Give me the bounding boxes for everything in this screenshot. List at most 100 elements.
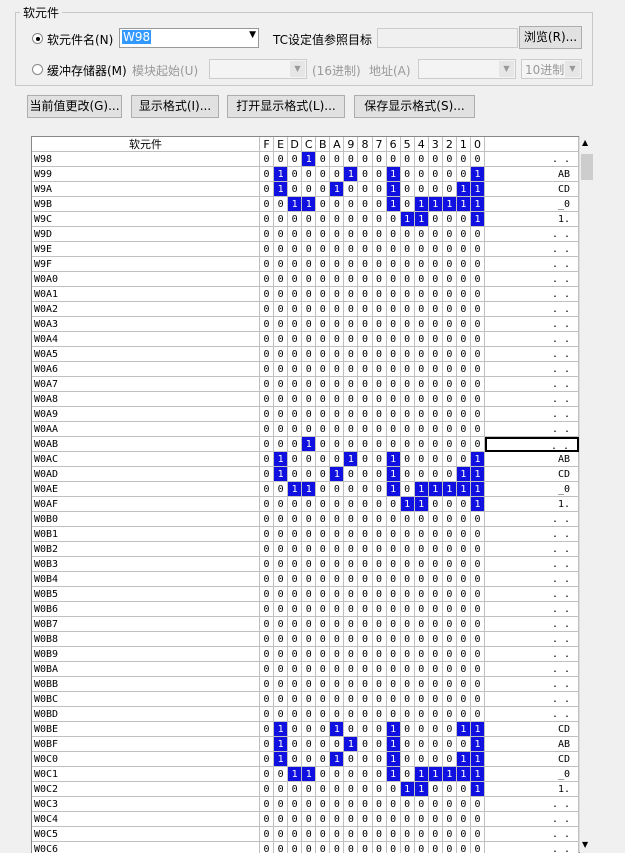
- bit-cell: 0: [414, 557, 429, 572]
- bit-cell: 0: [442, 752, 457, 767]
- bit-cell: 0: [330, 812, 345, 827]
- bit-cell: 0: [442, 827, 457, 842]
- bit-cell: 0: [470, 317, 485, 332]
- bit-cell: 1: [386, 767, 401, 782]
- bit-cell: 0: [358, 722, 373, 737]
- bit-cell: 0: [470, 527, 485, 542]
- bit-cell: 0: [414, 707, 429, 722]
- bit-cell: 0: [302, 317, 317, 332]
- bit-cell: 0: [414, 587, 429, 602]
- scrollbar[interactable]: ▲ ▼: [579, 136, 594, 852]
- bit-cell: 0: [316, 647, 331, 662]
- bit-cell: 0: [330, 617, 345, 632]
- bit-cell: 0: [428, 287, 443, 302]
- scroll-down[interactable]: ▼: [582, 840, 589, 849]
- bit-cell: 0: [400, 602, 415, 617]
- bit-cell: 1: [302, 437, 317, 452]
- bit-cell: 0: [330, 557, 345, 572]
- bit-cell: 0: [358, 257, 373, 272]
- bit-cell: 0: [372, 482, 387, 497]
- browse-button[interactable]: 浏览(R)...: [519, 26, 582, 49]
- bit-cell: 0: [414, 797, 429, 812]
- button[interactable]: 当前值更改(G)...: [27, 95, 122, 118]
- bit-cell: 0: [428, 737, 443, 752]
- bit-cell: 0: [456, 317, 471, 332]
- bit-cell: 0: [330, 587, 345, 602]
- bit-cell: 0: [344, 482, 359, 497]
- device-name-input[interactable]: W98 ▼: [119, 28, 259, 48]
- bit-cell: 0: [330, 512, 345, 527]
- bit-cell: 0: [400, 542, 415, 557]
- bit-cell: 0: [442, 212, 457, 227]
- bit-cell: 0: [470, 692, 485, 707]
- bit-cell: 0: [260, 152, 275, 167]
- bit-cell: 0: [274, 497, 289, 512]
- bit-cell: 0: [260, 407, 275, 422]
- device-cell: W9D: [32, 227, 260, 242]
- scroll-up[interactable]: ▲: [582, 138, 589, 147]
- bit-cell: 0: [442, 302, 457, 317]
- bit-cell: 0: [330, 782, 345, 797]
- bit-cell: 0: [428, 797, 443, 812]
- radio-buffer[interactable]: [32, 64, 43, 75]
- bit-cell: 0: [288, 812, 303, 827]
- bit-cell: 0: [316, 317, 331, 332]
- bit-cell: 0: [288, 257, 303, 272]
- bit-cell: 0: [344, 812, 359, 827]
- device-cell: W0BE: [32, 722, 260, 737]
- buffer-label: 缓冲存储器(M): [47, 64, 127, 78]
- bit-cell: 0: [260, 302, 275, 317]
- bit-cell: 0: [456, 272, 471, 287]
- bit-cell: 0: [400, 587, 415, 602]
- bit-cell: 1: [470, 212, 485, 227]
- bit-cell: 1: [442, 482, 457, 497]
- bit-cell: 0: [386, 827, 401, 842]
- bit-cell: 0: [316, 347, 331, 362]
- bit-cell: 0: [344, 437, 359, 452]
- bit-cell: 1: [274, 167, 289, 182]
- bit-cell: 1: [274, 722, 289, 737]
- bit-cell: 0: [274, 152, 289, 167]
- bit-cell: 0: [400, 302, 415, 317]
- bit-cell: 0: [260, 797, 275, 812]
- bit-cell: 0: [316, 392, 331, 407]
- bit-cell: 1: [414, 767, 429, 782]
- bit-cell: 0: [470, 302, 485, 317]
- bit-cell: 0: [414, 647, 429, 662]
- bit-cell: 0: [274, 287, 289, 302]
- bit-cell: 1: [288, 767, 303, 782]
- bit-cell: 0: [344, 212, 359, 227]
- radix-combo: 10进制 ▼: [521, 59, 582, 79]
- bit-cell: 0: [428, 392, 443, 407]
- button[interactable]: 保存显示格式(S)...: [354, 95, 475, 118]
- bit-cell: 0: [400, 467, 415, 482]
- bit-cell: 0: [358, 752, 373, 767]
- group-title: 软元件: [20, 4, 63, 21]
- bit-cell: 0: [400, 662, 415, 677]
- device-cell: W0BD: [32, 707, 260, 722]
- bit-cell: 0: [288, 152, 303, 167]
- bit-cell: 0: [274, 692, 289, 707]
- device-cell: W0B7: [32, 617, 260, 632]
- bit-cell: 0: [414, 617, 429, 632]
- bit-cell: 0: [358, 692, 373, 707]
- bit-cell: 0: [428, 782, 443, 797]
- bit-cell: 0: [344, 692, 359, 707]
- device-cell: W9E: [32, 242, 260, 257]
- bit-cell: 0: [414, 227, 429, 242]
- button[interactable]: 打开显示格式(L)...: [227, 95, 345, 118]
- device-cell: W0BA: [32, 662, 260, 677]
- device-cell: W0A5: [32, 347, 260, 362]
- bit-cell: 0: [330, 662, 345, 677]
- bit-cell: 0: [456, 497, 471, 512]
- button[interactable]: 显示格式(I)...: [131, 95, 219, 118]
- radio-device[interactable]: [32, 33, 43, 44]
- arrow: ▼: [499, 61, 514, 77]
- device-cell: W0AE: [32, 482, 260, 497]
- text-cell: . .: [485, 287, 579, 302]
- bit-cell: 0: [260, 437, 275, 452]
- bit-header: 4: [414, 137, 429, 152]
- bit-cell: 0: [274, 212, 289, 227]
- bit-cell: 0: [456, 167, 471, 182]
- scroll-thumb[interactable]: [581, 154, 593, 180]
